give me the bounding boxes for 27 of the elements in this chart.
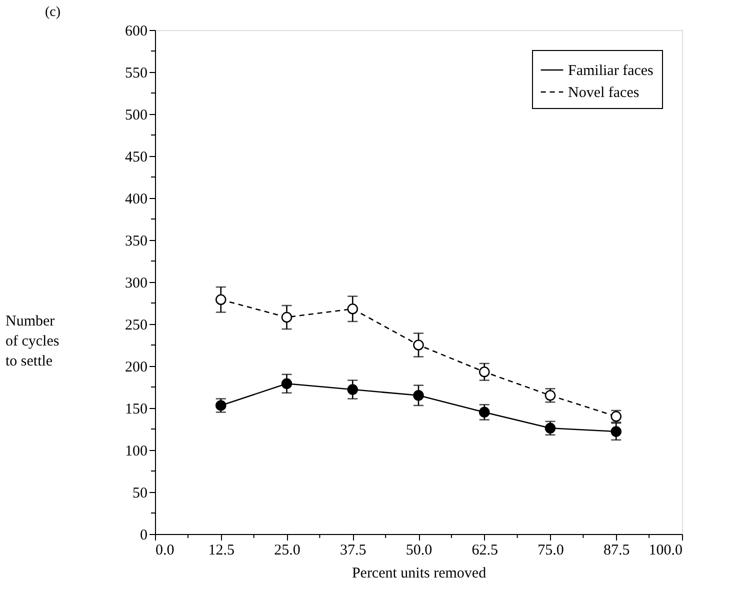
y-tick-label: 550	[125, 66, 148, 82]
x-tick-label: 37.5	[340, 542, 366, 558]
x-tick-label: 50.0	[406, 542, 432, 558]
y-tick-label: 100	[125, 444, 148, 460]
y-tick-label: 400	[125, 192, 148, 208]
x-tick-label: 12.5	[208, 542, 234, 558]
y-tick-label: 250	[125, 318, 148, 334]
y-tick-label: 150	[125, 402, 148, 418]
y-tick-label: 500	[125, 108, 148, 124]
x-tick-label: 62.5	[472, 542, 498, 558]
x-axis-title: Percent units removed	[352, 566, 487, 582]
x-tick-label: 87.5	[604, 542, 630, 558]
x-tick-label: 75.0	[538, 542, 564, 558]
y-tick-label: 50	[132, 486, 148, 502]
x-tick-label: 0.0	[156, 542, 174, 558]
y-axis-title: Number of cycles to settle	[6, 314, 60, 370]
x-tick-label: 25.0	[274, 542, 300, 558]
x-tick-label: 100.0	[648, 542, 682, 558]
y-tick-label: 0	[140, 528, 148, 544]
y-tick-label: 200	[125, 360, 148, 376]
legend-label: Novel faces	[568, 85, 640, 101]
chart-title: (c)	[45, 5, 61, 20]
y-tick-label: 600	[125, 24, 148, 40]
y-tick-label: 300	[125, 276, 148, 292]
y-tick-label: 450	[125, 150, 148, 166]
legend-label: Familiar faces	[568, 63, 654, 79]
y-tick-label: 350	[125, 234, 148, 250]
